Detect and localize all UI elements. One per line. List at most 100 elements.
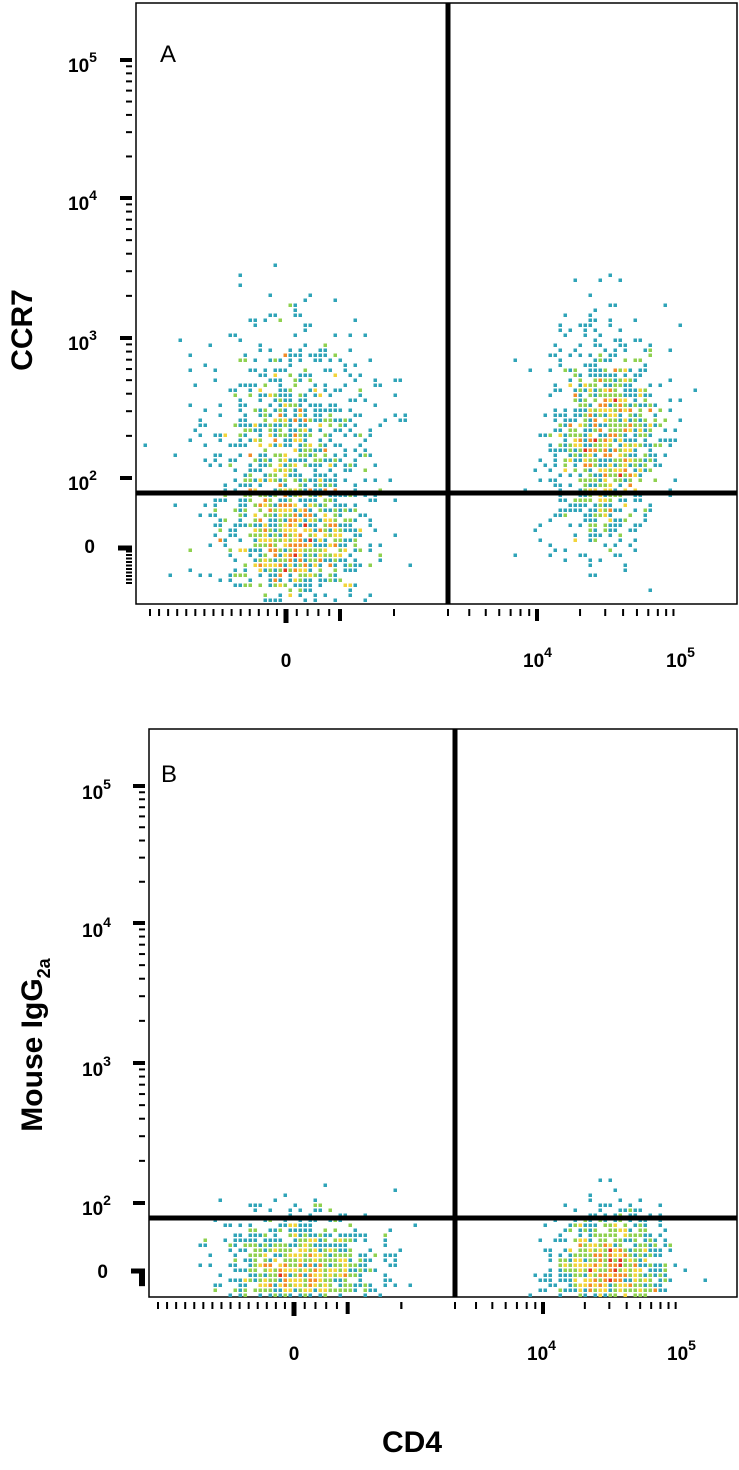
event-dot: [258, 458, 262, 462]
event-dot: [258, 543, 262, 547]
event-dot: [213, 1283, 217, 1287]
event-dot: [293, 528, 297, 532]
event-dot: [213, 533, 217, 537]
event-dot: [353, 518, 357, 522]
event-dot: [578, 438, 582, 442]
event-dot: [658, 463, 662, 467]
event-dot: [668, 438, 672, 442]
event-dot: [268, 558, 272, 562]
event-dot: [293, 553, 297, 557]
event-dot: [343, 468, 347, 472]
event-dot: [373, 383, 377, 387]
event-dot: [303, 418, 307, 422]
event-dot: [333, 443, 337, 447]
event-dot: [598, 448, 602, 452]
event-dot: [578, 1263, 582, 1267]
event-dot: [328, 533, 332, 537]
event-dot: [638, 443, 642, 447]
event-dot: [268, 583, 272, 587]
event-dot: [328, 438, 332, 442]
event-dot: [258, 508, 262, 512]
event-dot: [268, 503, 272, 507]
event-dot: [678, 323, 682, 327]
event-dot: [258, 433, 262, 437]
event-dot: [293, 303, 297, 307]
event-dot: [243, 473, 247, 477]
event-dot: [578, 1293, 582, 1297]
event-dot: [278, 538, 282, 542]
event-dot: [288, 528, 292, 532]
event-dot: [248, 438, 252, 442]
event-dot: [348, 518, 352, 522]
event-dot: [578, 1258, 582, 1262]
event-dot: [588, 1268, 592, 1272]
event-dot: [278, 423, 282, 427]
event-dot: [558, 433, 562, 437]
event-dot: [583, 1238, 587, 1242]
event-dot: [618, 1268, 622, 1272]
event-dot: [568, 378, 572, 382]
event-dot: [648, 1288, 652, 1292]
event-dot: [373, 378, 377, 382]
event-dot: [193, 428, 197, 432]
event-dot: [643, 398, 647, 402]
event-dot: [268, 548, 272, 552]
event-dot: [583, 478, 587, 482]
event-dot: [648, 458, 652, 462]
event-dot: [538, 538, 542, 542]
event-dot: [613, 1283, 617, 1287]
event-dot: [608, 1283, 612, 1287]
event-dot: [328, 1243, 332, 1247]
event-dot: [598, 478, 602, 482]
event-dot: [633, 1253, 637, 1257]
event-dot: [543, 1223, 547, 1227]
event-dot: [643, 1233, 647, 1237]
event-dot: [258, 563, 262, 567]
y-tick-3-base: 10: [82, 921, 103, 942]
event-dot: [288, 1208, 292, 1212]
event-dot: [363, 438, 367, 442]
event-dot: [358, 1283, 362, 1287]
event-dot: [558, 1288, 562, 1292]
event-dot: [603, 483, 607, 487]
event-dot: [578, 1273, 582, 1277]
event-dot: [638, 418, 642, 422]
event-dot: [553, 413, 557, 417]
event-dot: [573, 498, 577, 502]
event-dot: [558, 388, 562, 392]
event-dot: [238, 1278, 242, 1282]
event-dot: [298, 453, 302, 457]
event-dot: [243, 1293, 247, 1297]
event-dot: [343, 1273, 347, 1277]
event-dot: [318, 1263, 322, 1267]
event-dot: [343, 1263, 347, 1267]
event-dot: [638, 1283, 642, 1287]
x-tick-label-0: 0: [289, 1344, 300, 1365]
event-dot: [283, 548, 287, 552]
event-dot: [263, 418, 267, 422]
event-dot: [643, 388, 647, 392]
event-dot: [273, 538, 277, 542]
event-dot: [593, 438, 597, 442]
event-dot: [613, 458, 617, 462]
event-dot: [658, 1288, 662, 1292]
event-dot: [268, 478, 272, 482]
event-dot: [598, 393, 602, 397]
event-dot: [318, 418, 322, 422]
event-dot: [268, 428, 272, 432]
event-dot: [218, 463, 222, 467]
event-dot: [638, 1248, 642, 1252]
event-dot: [558, 483, 562, 487]
event-dot: [308, 448, 312, 452]
event-dot: [273, 428, 277, 432]
event-dot: [208, 1253, 212, 1257]
event-dot: [353, 413, 357, 417]
event-dot: [258, 398, 262, 402]
event-dot: [248, 583, 252, 587]
event-dot: [608, 483, 612, 487]
event-dot: [583, 1223, 587, 1227]
event-dot: [258, 1293, 262, 1297]
event-dot: [268, 1208, 272, 1212]
event-dot: [613, 553, 617, 557]
event-dot: [273, 508, 277, 512]
